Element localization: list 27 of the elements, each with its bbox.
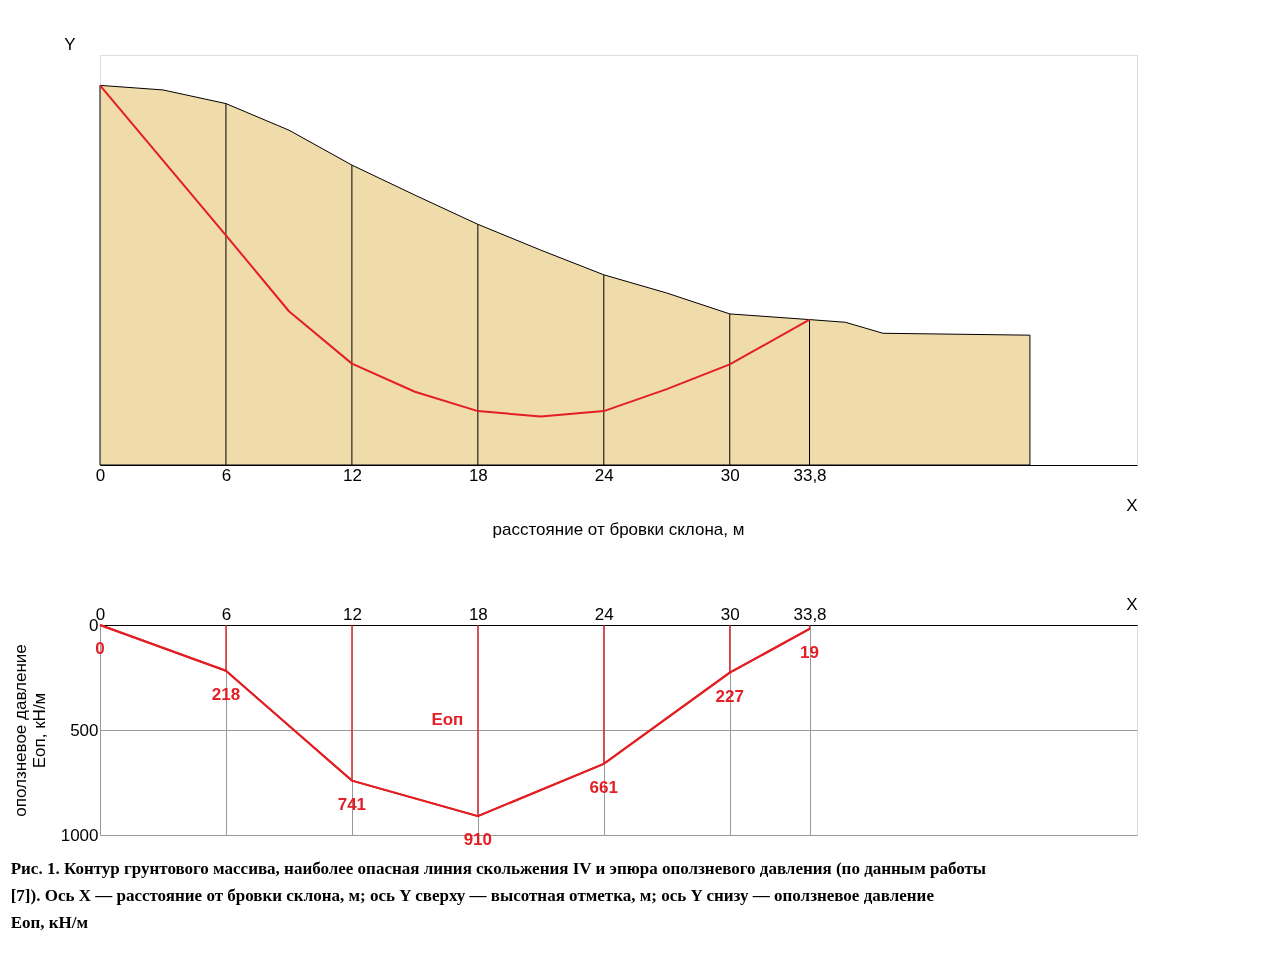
x-tick-label: 6 bbox=[221, 465, 232, 485]
y-tick-label: 1000 bbox=[60, 825, 99, 845]
x-tick-label: 12 bbox=[342, 604, 362, 624]
text: Рис. 1. Контур грунтового массива, наиболее опасная линия скольжения IV и эпюра оползневого давления (по данным работы [7]). Ось X — расстояние от бровки склона, м; ось Y сверху — высотная отметка, м; ось Y снизу — оползневое давление Eоп, кН/м bbox=[10, 858, 987, 932]
x-tick-label: 24 bbox=[594, 465, 614, 485]
x-tick-label: 24 bbox=[594, 604, 614, 624]
data-label: 661 bbox=[589, 777, 618, 797]
data-label: 227 bbox=[715, 686, 744, 706]
x-tick-label: 30 bbox=[720, 604, 740, 624]
text: расстояние от бровки склона, м bbox=[492, 520, 745, 539]
x-axis-title: X bbox=[1126, 495, 1138, 515]
data-label: 218 bbox=[211, 684, 241, 704]
x-tick-label: 18 bbox=[468, 604, 488, 624]
x-tick-label: 33,8 bbox=[793, 604, 827, 624]
x-tick-label: 18 bbox=[468, 465, 488, 485]
data-label: 910 bbox=[463, 830, 493, 850]
x-tick-label: 33,8 bbox=[793, 465, 827, 485]
data-label: 741 bbox=[337, 794, 367, 814]
x-tick-label: 12 bbox=[342, 465, 362, 485]
y-axis-title: Y bbox=[64, 35, 76, 54]
data-label: 19 bbox=[800, 642, 819, 662]
y-tick-label: 500 bbox=[70, 720, 99, 740]
annotation: Eоп bbox=[431, 709, 464, 729]
y-axis-title: оползневое давление Eоп, кН/м bbox=[10, 644, 49, 817]
x-tick-label: 30 bbox=[720, 465, 740, 485]
x-axis-title: X bbox=[1126, 594, 1138, 614]
x-tick-label: 6 bbox=[221, 604, 232, 624]
